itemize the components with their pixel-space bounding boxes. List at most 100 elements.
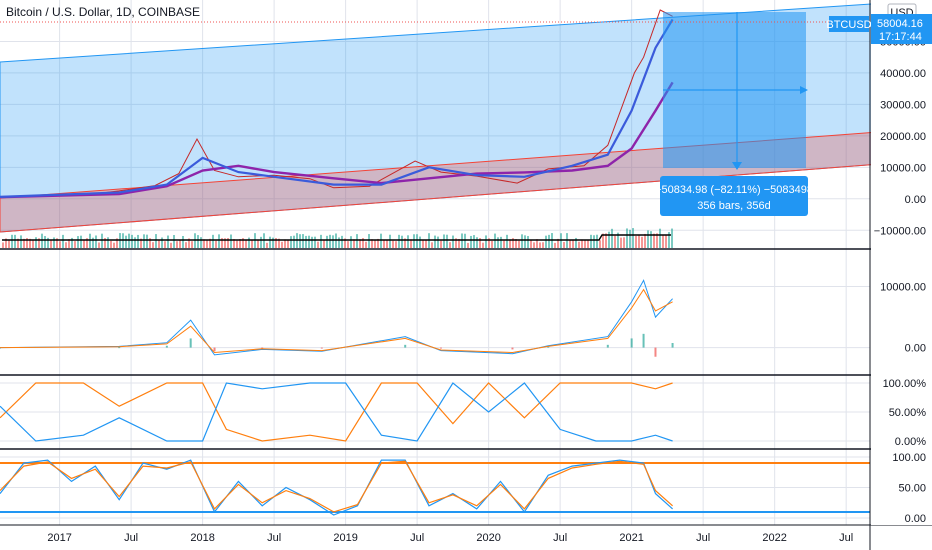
measure-label-line2: 356 bars, 356d: [697, 200, 770, 212]
volume-bar: [470, 235, 472, 248]
volume-bar: [416, 234, 418, 248]
macd-histogram-bar: [654, 347, 657, 357]
volume-bar: [548, 234, 550, 248]
volume-bar: [629, 229, 631, 248]
time-tick-label: Jul: [124, 532, 138, 544]
volume-bar: [584, 240, 586, 248]
volume-bar: [191, 241, 193, 248]
volume-bar: [257, 239, 259, 248]
volume-bar: [617, 232, 619, 248]
volume-bar: [620, 237, 622, 248]
time-tick-label: Jul: [267, 532, 281, 544]
volume-bar: [101, 233, 103, 248]
volume-bar: [80, 235, 82, 248]
volume-bar: [161, 237, 163, 248]
volume-bar: [8, 239, 10, 248]
macd-histogram-bar: [630, 338, 633, 348]
volume-bar: [233, 239, 235, 248]
volume-bar: [83, 240, 85, 248]
volume-bar: [56, 238, 58, 248]
macd-histogram-bar: [547, 346, 550, 348]
aroon-tick-label: 100.00%: [883, 378, 927, 390]
volume-bar: [284, 239, 286, 248]
volume-bar: [443, 234, 445, 248]
volume-bar: [305, 235, 307, 248]
volume-bar: [497, 237, 499, 248]
volume-bar: [503, 240, 505, 248]
volume-bar: [299, 234, 301, 248]
volume-bar: [458, 238, 460, 248]
measure-arrowhead-right: [800, 86, 808, 94]
volume-bar: [113, 242, 115, 248]
time-tick-label: Jul: [553, 532, 567, 544]
volume-bar: [575, 237, 577, 248]
volume-bar: [641, 236, 643, 248]
macd-tick-label: 0.00: [905, 343, 926, 355]
grid-lines: [0, 0, 870, 525]
volume-bar: [482, 242, 484, 248]
volume-bar: [638, 235, 640, 248]
volume-bar: [287, 239, 289, 248]
volume-bar: [206, 240, 208, 248]
volume-bar: [374, 239, 376, 248]
volume-bar: [143, 234, 145, 248]
volume-bar: [338, 237, 340, 248]
time-tick-label: 2018: [190, 532, 214, 544]
volume-bar: [515, 239, 517, 248]
macd-histogram-bar: [606, 344, 609, 348]
volume-bar: [410, 239, 412, 248]
volume-bar: [647, 230, 649, 248]
volume-bar: [200, 237, 202, 248]
volume-bar: [167, 235, 169, 248]
volume-bar: [128, 233, 130, 248]
volume-bar: [185, 242, 187, 248]
time-tick-label: 2017: [47, 532, 71, 544]
volume-bar: [392, 240, 394, 248]
volume-bar: [536, 239, 538, 248]
macd-histogram-bar: [511, 347, 514, 350]
volume-bar: [314, 236, 316, 248]
volume-bar: [419, 236, 421, 248]
chart-title: Bitcoin / U.S. Dollar, 1D, COINBASE: [6, 5, 200, 19]
volume-bar: [320, 234, 322, 248]
volume-bar: [266, 242, 268, 248]
volume-bar: [224, 238, 226, 248]
volume-bar: [317, 241, 319, 248]
volume-bar: [611, 228, 613, 248]
volume-bar: [371, 239, 373, 248]
volume-bar: [653, 233, 655, 248]
volume-bar: [476, 237, 478, 248]
volume-bar: [197, 235, 199, 248]
macd-histogram-bar: [189, 338, 192, 348]
volume-bar: [155, 234, 157, 248]
price-scale-background[interactable]: [871, 0, 932, 525]
volume-bar: [602, 233, 604, 248]
volume-bar: [134, 237, 136, 248]
volume-bar: [626, 228, 628, 248]
volume-bar: [644, 233, 646, 248]
volume-bar: [533, 242, 535, 248]
time-tick-label: 2022: [762, 532, 786, 544]
ma-50-line: [0, 18, 674, 198]
volume-bar: [290, 236, 292, 248]
volume-bar: [635, 235, 637, 248]
volume-bar: [569, 240, 571, 248]
macd-signal-line: [0, 288, 673, 354]
volume-bar: [581, 239, 583, 248]
volume-bar: [554, 242, 556, 248]
volume-bar: [65, 242, 67, 248]
volume-bar: [662, 235, 664, 248]
volume-bar: [149, 238, 151, 248]
volume-bar: [236, 240, 238, 248]
volume-bar: [335, 233, 337, 248]
volume-bar: [35, 237, 37, 248]
volume-bar: [557, 238, 559, 248]
volume-bar: [203, 239, 205, 248]
volume-bar: [53, 237, 55, 248]
volume-bar: [329, 234, 331, 248]
macd-line: [0, 279, 673, 356]
time-tick-label: Jul: [410, 532, 424, 544]
volume-bar: [365, 241, 367, 248]
aroon-up-line: [0, 382, 673, 442]
